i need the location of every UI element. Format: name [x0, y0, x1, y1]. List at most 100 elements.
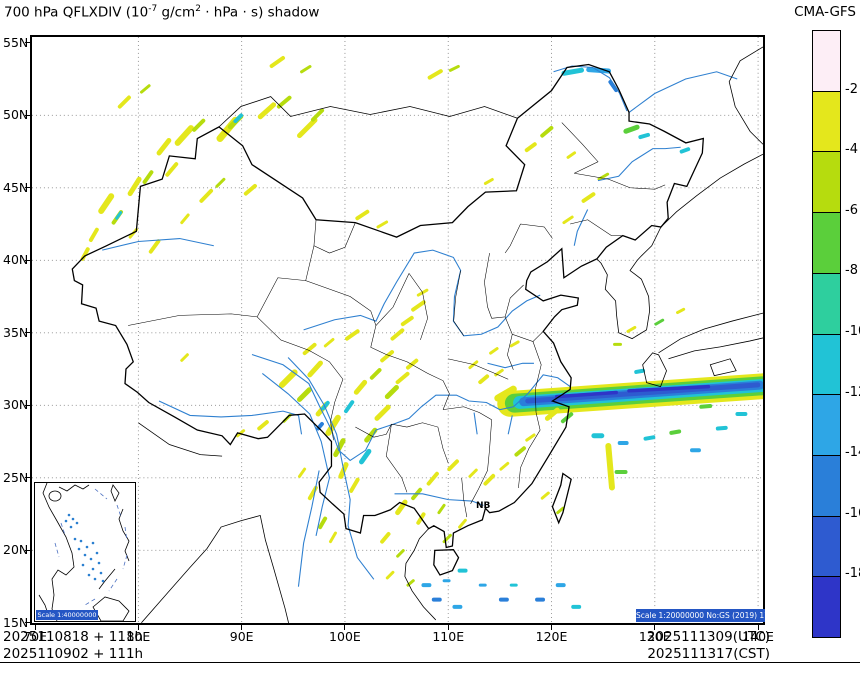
title-part: · hPa · s) shadow — [200, 4, 320, 21]
shade-patch — [276, 95, 292, 109]
shade-patch — [566, 151, 577, 159]
inset-hainan — [48, 490, 62, 502]
inset-luzon — [118, 508, 130, 562]
yellow-river-path — [303, 249, 541, 337]
colorbar-segment — [813, 272, 840, 334]
shade-patch — [544, 407, 560, 421]
x-tick-mark — [344, 625, 346, 630]
shade-patch — [509, 340, 520, 348]
shade-patch — [605, 442, 615, 491]
shade-patch — [679, 147, 691, 154]
bottom-rule — [0, 662, 860, 663]
colorbar-tick-label: -18 — [845, 566, 860, 582]
init-time-line-2: 2025110902 + 111h — [3, 646, 144, 662]
shade-patch — [323, 337, 335, 348]
title-part: g/cm — [157, 4, 196, 21]
shade-patch — [257, 102, 277, 120]
colorbar-segment — [813, 333, 840, 395]
pearl-river-path — [394, 493, 484, 506]
shade-patch — [269, 56, 286, 68]
x-tick-label: 130E — [638, 629, 671, 644]
colorbar-tick-label: -4 — [845, 142, 858, 158]
colorbar-segment — [813, 576, 840, 638]
title-superscript: 2 — [195, 4, 201, 14]
shade-patch — [180, 213, 190, 225]
shade-patch — [390, 328, 405, 341]
init-time-line-1: 2025110818 + 111h — [3, 629, 144, 645]
shade-patch — [297, 117, 318, 139]
tarim-river-path — [102, 237, 214, 251]
colorbar-tick-label: -12 — [845, 384, 860, 400]
map-scale-badge: Scale 1:20000000 No:GS (2019) 1786 — [636, 609, 779, 622]
inset-palawan — [98, 568, 116, 590]
shade-patch — [669, 429, 682, 435]
korea-coast-path — [596, 226, 662, 340]
liao-river-path — [573, 209, 589, 246]
shade-patch — [127, 176, 142, 197]
shade-patch — [302, 342, 317, 356]
honshu-north-coast-path — [658, 312, 763, 354]
title-superscript: -7 — [148, 4, 158, 14]
y-tick-mark — [25, 477, 30, 479]
shade-patch — [199, 188, 214, 203]
y-tick-mark — [25, 549, 30, 551]
shade-patch — [243, 183, 257, 196]
shade-patch — [142, 170, 154, 184]
irrawaddy-river-path — [297, 470, 320, 587]
honshu-south-coast-path — [668, 337, 763, 360]
shade-patch — [380, 350, 395, 363]
shade-patch — [156, 138, 172, 156]
shade-patch — [139, 84, 151, 94]
x-tick-label: 100E — [329, 629, 361, 644]
colorbar-segment — [813, 515, 840, 577]
y-tick-label: 45N — [3, 179, 29, 195]
y-tick-label: 30N — [3, 397, 29, 413]
colorbar-segment — [813, 151, 840, 213]
xiang-river-path — [473, 412, 478, 435]
shade-patch — [355, 209, 370, 221]
shade-patch — [395, 371, 410, 385]
shade-patch — [165, 162, 179, 177]
shikoku-island-path — [709, 358, 737, 377]
y-tick-label: 55N — [3, 34, 29, 50]
shade-patch — [297, 387, 312, 403]
valid-time-cst: 2025111317(CST) — [647, 646, 770, 662]
shade-patch — [148, 239, 161, 254]
x-tick-label: 90E — [229, 629, 254, 644]
colorbar-segment — [813, 212, 840, 273]
shade-patch — [376, 220, 389, 229]
shade-patch — [427, 69, 443, 80]
x-tick-label: 110E — [432, 629, 465, 644]
kyushu-island-path — [642, 352, 667, 388]
shade-patch — [468, 468, 478, 478]
shade-patch — [556, 506, 565, 515]
shade-patch — [581, 192, 596, 203]
shade-patch — [310, 108, 325, 122]
shade-patch — [192, 118, 206, 132]
shade-patch — [437, 503, 446, 515]
russia-mongolia-border-path — [218, 96, 518, 128]
south-china-sea-inset: Scale 1:40000000 — [34, 482, 136, 622]
shade-patch — [634, 368, 646, 374]
bay-of-bengal-coast-path — [141, 515, 289, 623]
shade-patch — [597, 172, 610, 181]
colorbar-labels: -2 -4 -6 -8 -10 -12 -14 -16 -18 — [845, 30, 860, 638]
y-tick-label: 25N — [3, 469, 29, 485]
shade-patch — [180, 353, 189, 362]
shade-patch — [318, 516, 328, 530]
y-tick-mark — [25, 187, 30, 189]
shade-patch — [489, 347, 499, 355]
shade-patch — [699, 404, 713, 409]
primorye-coast-path — [660, 153, 763, 228]
shade-patch — [353, 379, 368, 395]
shade-patch — [525, 433, 536, 442]
gan-river-path — [507, 415, 513, 435]
x-tick-label: 70E — [23, 629, 47, 644]
x-tick-mark — [241, 625, 243, 630]
shade-patch — [343, 400, 355, 414]
y-tick-mark — [25, 622, 30, 624]
shade-patch — [117, 95, 131, 109]
shade-patch — [715, 425, 728, 431]
mekong-river-path — [287, 357, 375, 580]
valid-time-utc: 2025111309(UTC) — [646, 629, 770, 645]
